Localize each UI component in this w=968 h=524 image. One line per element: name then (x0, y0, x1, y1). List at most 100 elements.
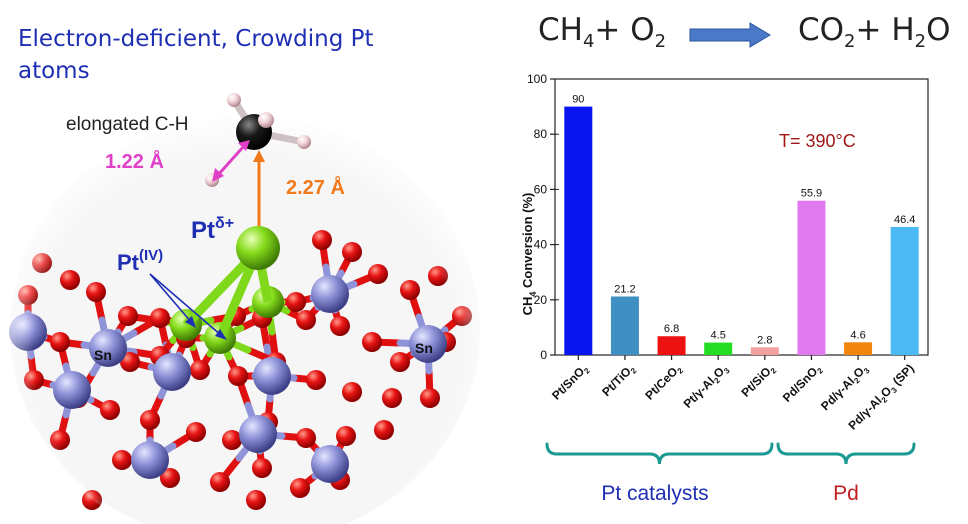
product-water-sub: 2 (914, 31, 927, 53)
sn-atom-label-right: Sn (415, 340, 433, 356)
oxygen-atom (190, 360, 210, 380)
oxygen-atom (368, 264, 388, 284)
ch-distance-label: 1.22 Å (105, 149, 164, 173)
oxygen-atom (150, 308, 170, 328)
oxygen-atom (342, 242, 362, 262)
tin-atom (311, 275, 349, 313)
y-axis-title: CH4 Conversion (%) (520, 193, 538, 316)
chart-labels: 90 Pt/SnO2 21.2 Pt/TiO2 6.8 Pt/CeO2 4.5 Pt/γ-Al… (549, 94, 917, 433)
y-tick-label: 100 (527, 72, 547, 86)
bar-7 (844, 342, 873, 355)
group-brace (776, 442, 916, 465)
oxygen-atom (400, 280, 420, 300)
oxygen-atom (18, 285, 38, 305)
elongated-ch-label: elongated C-H (66, 114, 189, 135)
bar-2 (610, 296, 639, 355)
sn-atom-label-left: Sn (94, 347, 112, 363)
tin-atom (53, 371, 91, 409)
bar-value-label: 6.8 (664, 323, 679, 335)
hydrogen-atom (227, 93, 241, 107)
oxygen-atom (50, 430, 70, 450)
oxygen-atom (24, 370, 44, 390)
group-label-pt: Pt catalysts (601, 482, 708, 505)
y-tick-label: 60 (534, 182, 548, 196)
reactant-methane-sub: 4 (582, 31, 595, 53)
bar-3 (657, 336, 686, 355)
oxygen-atom (420, 388, 440, 408)
pt-iv-arrows-icon (149, 273, 227, 340)
oxygen-atom (86, 282, 106, 302)
oxygen-atom (306, 370, 326, 390)
oxygen-atom (228, 366, 248, 386)
y-tick-label: 40 (534, 238, 548, 252)
reactant-oxygen-sub: 2 (654, 31, 667, 53)
oxygen-atom (428, 266, 448, 286)
pt-delta-atom-group (182, 226, 280, 340)
bar-value-label: 4.6 (850, 329, 865, 341)
oxygen-atom (60, 270, 80, 290)
tin-atom (239, 415, 277, 453)
category-label: Pt/SnO2 (549, 361, 592, 404)
oxygen-atom (222, 430, 242, 450)
category-label: Pt/γ-Al2O3 (681, 361, 732, 412)
category-label: Pt/CeO2 (642, 361, 685, 404)
group-brace (545, 442, 774, 465)
oxygen-atom (374, 420, 394, 440)
plot-frame (554, 78, 929, 356)
chart-axes: 0 20 40 60 80 100 (527, 72, 929, 362)
oxygen-atom (452, 306, 472, 326)
category-label: Pt/SiO2 (738, 361, 778, 401)
oxygen-atom (296, 310, 316, 330)
bar-5 (750, 347, 779, 355)
figure-title-line-1: Electron-deficient, Crowding Pt (18, 26, 374, 52)
oxygen-atom (362, 332, 382, 352)
product-plus-h: + H (855, 12, 915, 48)
oxygen-atom (112, 450, 132, 470)
tin-atom (311, 445, 349, 483)
oxygen-atom (118, 306, 138, 326)
hydrogen-atom (258, 112, 274, 128)
oxygen-atom (246, 490, 266, 510)
reaction-arrow-icon (689, 22, 771, 48)
oxygen-atom (252, 458, 272, 478)
oxygen-atom (296, 428, 316, 448)
tin-atom (9, 313, 47, 351)
oxygen-atom (50, 332, 70, 352)
bar-value-label: 55.9 (801, 188, 822, 200)
tin-atom (153, 353, 191, 391)
pt-iv-label: Pt(IV) (117, 247, 163, 275)
reaction-products: CO2+ H2O (798, 12, 951, 52)
pt-c-distance-label: 2.27 Å (286, 175, 345, 199)
oxygen-atom (32, 253, 52, 273)
category-label: Pd/SnO2 (780, 361, 825, 406)
oxygen-atom (186, 422, 206, 442)
oxygen-atom (330, 316, 350, 336)
bar-value-label: 21.2 (614, 283, 635, 295)
bar-value-label: 90 (572, 94, 584, 106)
hydrogen-atom (297, 135, 311, 149)
oxygen-atom (82, 490, 102, 510)
product-water-o: O (926, 12, 951, 48)
reactant-plus-oxygen: + O (594, 12, 655, 48)
oxygen-atom (390, 352, 410, 372)
y-tick-label: 80 (534, 127, 548, 141)
tin-atom (131, 441, 169, 479)
product-co2-sub: 2 (844, 31, 856, 53)
bar-value-label: 4.5 (711, 330, 726, 342)
oxygen-atom (342, 382, 362, 402)
oxygen-atom (100, 400, 120, 420)
bar-8 (890, 226, 919, 355)
pt-delta-label: Ptδ+ (191, 215, 234, 244)
reactant-methane: CH (538, 12, 583, 48)
bar-value-label: 46.4 (894, 214, 915, 226)
ch4-conversion-bar-chart: 0 20 40 60 80 100 90 Pt/SnO2 21.2 Pt/TiO2 6.8 Pt/C… (520, 72, 929, 505)
figure-title-line-2: atoms (18, 58, 90, 84)
bar-value-label: 2.8 (757, 334, 772, 346)
reaction-reactants: CH4+ O2 (538, 12, 666, 52)
oxygen-atom (140, 410, 160, 430)
temperature-annotation: T= 390°C (779, 131, 856, 151)
oxygen-atom (312, 230, 332, 250)
pt-delta-atom (236, 226, 280, 270)
oxygen-atom (336, 426, 356, 446)
